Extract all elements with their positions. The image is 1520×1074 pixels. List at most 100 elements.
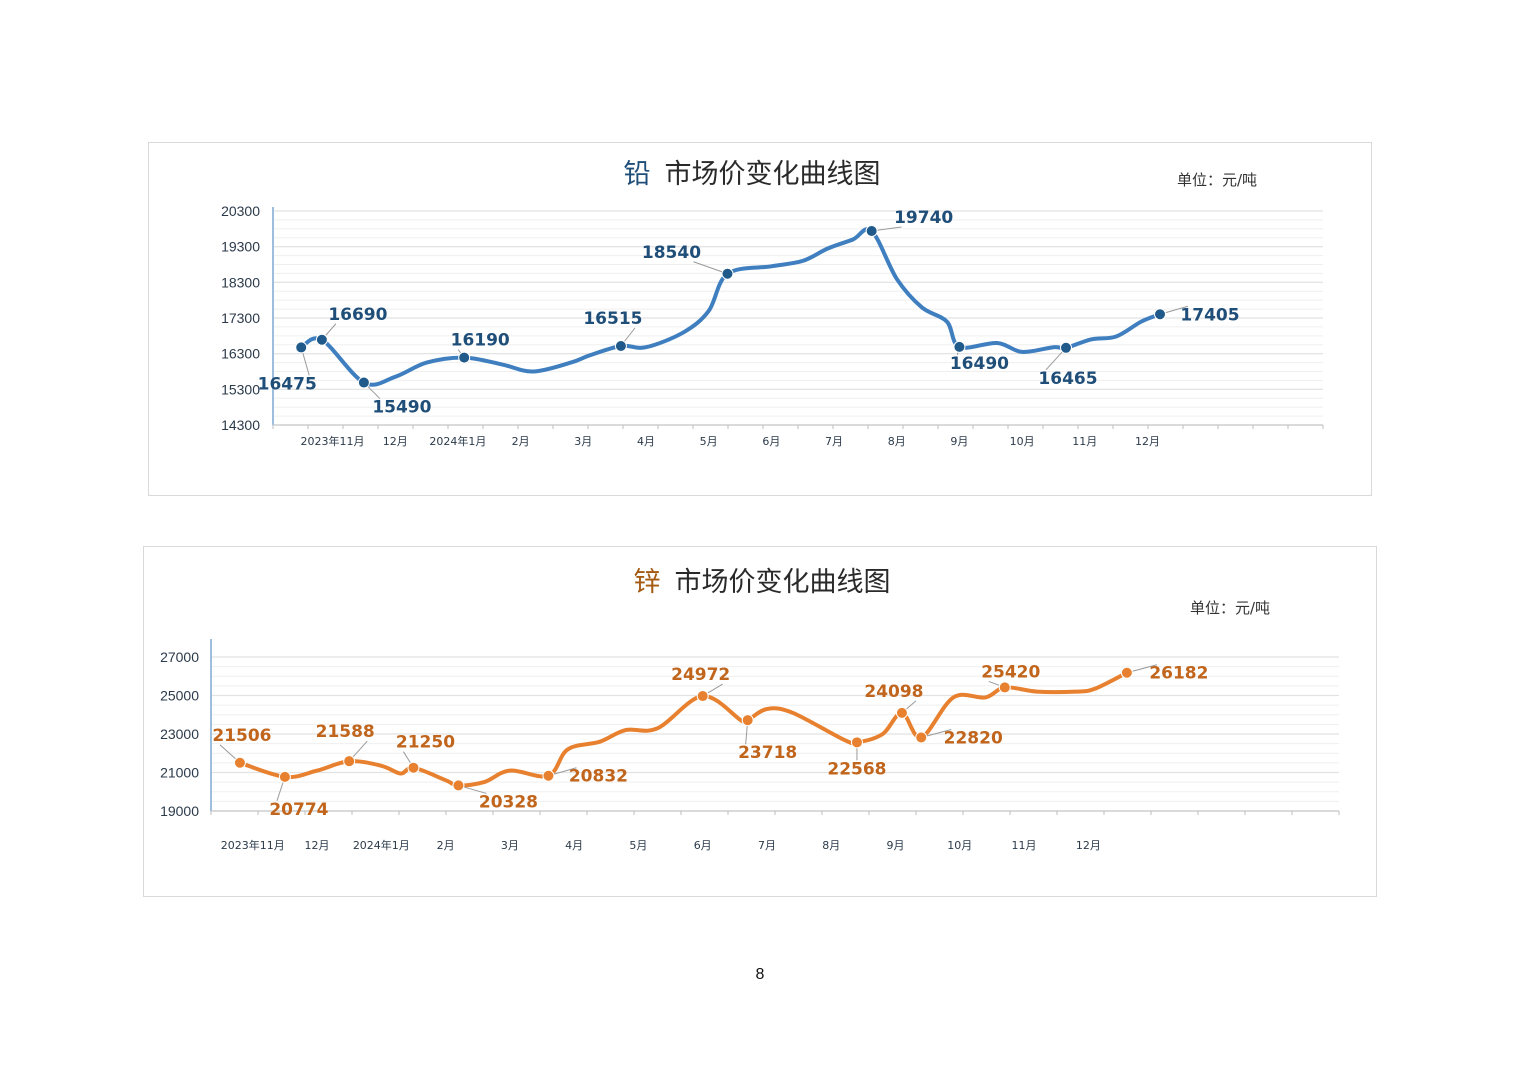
data-label: 17405 (1180, 305, 1239, 325)
y-tick-label: 19000 (160, 803, 199, 819)
zinc-title-text: 市场价变化曲线图 (675, 567, 891, 598)
x-tick-label: 7月 (758, 839, 776, 852)
lead-price-chart: 铅市场价变化曲线图 单位：元/吨 20300 19300 18300 17300 163… (221, 159, 1324, 448)
x-tick-label: 2月 (437, 839, 455, 852)
data-point-marker (315, 333, 328, 346)
zinc-plot-area: 27000 25000 23000 21000 19000 2023年11月 12月 2024… (160, 639, 1340, 852)
y-tick-label: 19300 (221, 239, 260, 255)
data-point-marker (998, 681, 1011, 694)
data-point-marker (915, 731, 928, 744)
x-tick-label: 6月 (762, 435, 780, 448)
series-line (299, 227, 1162, 387)
x-tick-label: 4月 (637, 435, 655, 448)
x-tick-label: 10月 (1010, 435, 1035, 448)
zinc-price-chart-panel: 锌市场价变化曲线图 单位：元/吨 27000 25000 23000 21000 190… (143, 546, 1377, 897)
data-point-marker (1059, 341, 1072, 354)
data-label: 22820 (944, 728, 1003, 748)
data-label: 16690 (328, 305, 387, 325)
x-tick-label: 6月 (694, 839, 712, 852)
lead-chart-title: 铅市场价变化曲线图 (624, 159, 881, 190)
data-point-marker (721, 267, 734, 280)
data-label: 22568 (827, 759, 886, 779)
data-label: 19740 (894, 208, 953, 228)
label-leader-line (693, 261, 728, 275)
x-tick-label: 12月 (1135, 435, 1160, 448)
x-tick-label: 8月 (888, 435, 906, 448)
x-tick-label: 10月 (947, 839, 972, 852)
data-label: 21588 (316, 722, 375, 742)
x-tick-label: 3月 (574, 435, 592, 448)
zinc-chart-title: 锌市场价变化曲线图 (634, 567, 891, 598)
x-tick-label: 2024年1月 (429, 434, 486, 448)
page-number: 8 (755, 966, 765, 983)
data-point-marker (1120, 666, 1133, 679)
data-label: 24972 (671, 665, 730, 685)
x-tick-label: 2023年11月 (301, 434, 365, 448)
x-tick-label: 2月 (512, 435, 530, 448)
data-point-marker (542, 769, 555, 782)
x-tick-label: 11月 (1012, 839, 1037, 852)
y-tick-label: 25000 (160, 688, 199, 704)
data-label: 16190 (451, 331, 510, 351)
y-tick-label: 18300 (221, 274, 260, 290)
data-point-marker (343, 755, 356, 768)
data-point-marker (295, 341, 308, 354)
data-point-marker (233, 756, 246, 769)
y-tick-label: 17300 (221, 310, 260, 326)
x-tick-label: 5月 (700, 435, 718, 448)
x-tick-label: 5月 (629, 839, 647, 852)
data-point-marker (357, 376, 370, 389)
data-label: 20774 (269, 800, 328, 820)
data-label: 20328 (479, 792, 538, 812)
data-point-marker (407, 761, 420, 774)
x-tick-label: 2023年11月 (221, 838, 285, 852)
y-tick-label: 15300 (221, 381, 260, 397)
lead-unit-label: 单位：元/吨 (1177, 171, 1257, 189)
x-tick-label: 12月 (305, 839, 330, 852)
zinc-title-metal: 锌 (634, 567, 661, 598)
data-label: 26182 (1149, 664, 1208, 684)
data-label: 16465 (1038, 369, 1097, 389)
data-point-marker (895, 706, 908, 719)
data-point-marker (452, 779, 465, 792)
data-label: 25420 (981, 662, 1040, 682)
x-tick-label: 9月 (950, 435, 968, 448)
data-label: 16490 (950, 354, 1009, 374)
x-tick-label: 12月 (1076, 839, 1101, 852)
y-tick-label: 27000 (160, 649, 199, 665)
x-tick-label: 12月 (383, 435, 408, 448)
data-label: 16475 (258, 374, 317, 394)
data-label: 21250 (396, 733, 455, 753)
y-tick-label: 20300 (221, 203, 260, 219)
data-point-marker (278, 770, 291, 783)
x-tick-label: 4月 (565, 839, 583, 852)
data-point-marker (865, 224, 878, 237)
data-point-marker (458, 351, 471, 364)
x-tick-label: 8月 (822, 839, 840, 852)
lead-plot-area: 20300 19300 18300 17300 16300 15300 14300 2023年… (221, 203, 1324, 448)
y-tick-label: 21000 (160, 765, 199, 781)
y-tick-label: 23000 (160, 726, 199, 742)
data-point-marker (1154, 308, 1167, 321)
data-point-marker (696, 690, 709, 703)
lead-title-text: 市场价变化曲线图 (665, 159, 881, 190)
data-point-marker (741, 714, 754, 727)
zinc-unit-label: 单位：元/吨 (1190, 599, 1270, 617)
lead-title-metal: 铅 (624, 159, 651, 190)
data-point-marker (850, 736, 863, 749)
data-label: 24098 (864, 682, 923, 702)
data-label: 15490 (372, 398, 431, 418)
zinc-price-chart: 锌市场价变化曲线图 单位：元/吨 27000 25000 23000 21000 190… (160, 567, 1340, 852)
data-label: 16515 (583, 309, 642, 329)
y-tick-label: 16300 (221, 346, 260, 362)
data-label: 21506 (212, 726, 271, 746)
data-point-marker (953, 340, 966, 353)
data-point-marker (614, 339, 627, 352)
x-tick-label: 3月 (501, 839, 519, 852)
y-tick-label: 14300 (221, 417, 260, 433)
x-tick-label: 11月 (1072, 435, 1097, 448)
data-label: 23718 (738, 743, 797, 763)
lead-price-chart-panel: 铅市场价变化曲线图 单位：元/吨 20300 19300 18300 17300 163… (148, 142, 1372, 496)
x-tick-label: 2024年1月 (353, 838, 410, 852)
